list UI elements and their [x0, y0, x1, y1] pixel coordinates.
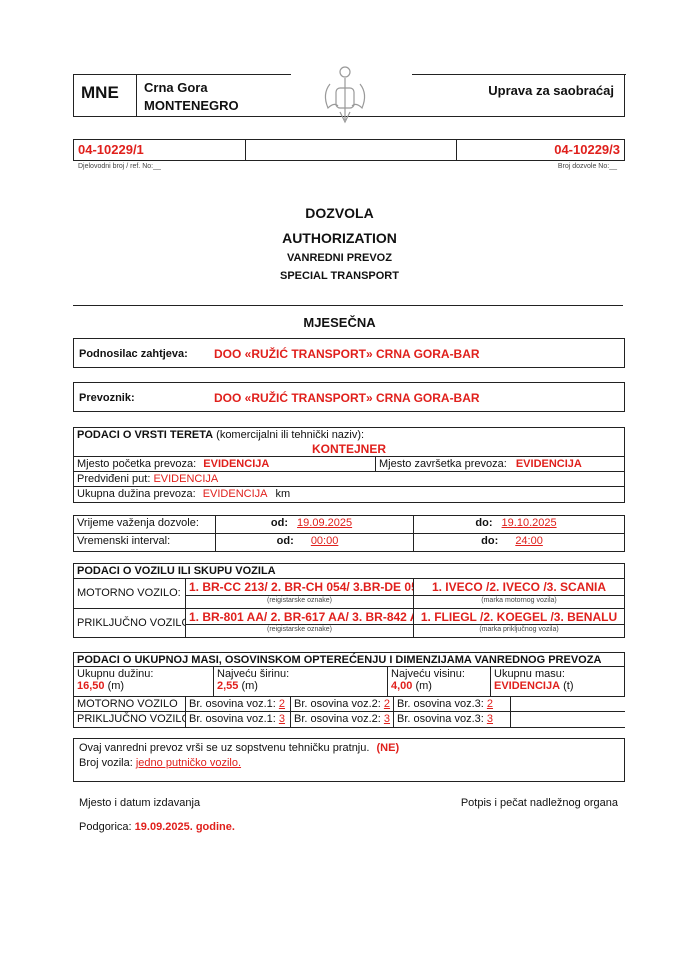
country-en: MONTENEGRO [144, 98, 239, 113]
carrier-label: Prevoznik: [79, 392, 135, 404]
total-mass-value: EVIDENCIJA [494, 680, 561, 692]
vehicle-count-value: jedno putničko vozilo. [135, 757, 242, 769]
country-code: MNE [81, 83, 119, 102]
time-to: 24:00 [515, 535, 543, 547]
axle-label: Br. osovina voz.3: [397, 713, 484, 725]
unit: (t) [563, 680, 574, 692]
time-from-label: od: [276, 535, 294, 547]
title-special: SPECIAL TRANSPORT [280, 270, 399, 282]
trailer-brands: 1. FLIEGL /2. KOEGEL /3. BENALU [414, 609, 625, 625]
divider [73, 305, 623, 306]
cargo-name: KONTEJNER [311, 442, 386, 456]
title-authorization: AUTHORIZATION [282, 230, 397, 246]
carrier-box: Prevoznik: DOO «RUŽIĆ TRANSPORT» CRNA GO… [73, 382, 625, 412]
total-length-label: Ukupnu dužinu: [77, 668, 154, 680]
start-label: Mjesto početka prevoza: [77, 458, 197, 470]
vehicle-count-label: Broj vozila: [79, 757, 133, 769]
header-box: MNE Crna Gora MONTENEGRO Uprava za saobr… [73, 74, 626, 117]
motor-axles-1: 2 [278, 698, 286, 710]
escort-box: Ovaj vanredni prevoz vrši se uz sopstven… [73, 738, 625, 782]
authority-name: Uprava za saobraćaj [488, 83, 614, 98]
cargo-heading: PODACI O VRSTI TERETA [77, 429, 214, 441]
axle-label: Br. osovina voz.1: [189, 698, 276, 710]
route-label: Predviđeni put: [77, 473, 151, 485]
valid-to: 19.10.2025 [501, 517, 557, 529]
issue-place-label: Mjesto i datum izdavanja [79, 797, 201, 809]
axle-label: Br. osovina voz.1: [189, 713, 276, 725]
valid-label: Vrijeme važenja dozvole: [74, 516, 216, 534]
trailer-plates: 1. BR-801 AA/ 2. BR-617 AA/ 3. BR-842 AA [186, 609, 414, 625]
trailer-axles-1: 3 [278, 713, 286, 725]
vehicle-box: PODACI O VOZILU ILI SKUPU VOZILA MOTORNO… [73, 563, 625, 638]
escort-text: Ovaj vanredni prevoz vrši se uz sopstven… [79, 742, 370, 754]
max-width-value: 2,55 [217, 680, 239, 692]
carrier-value: DOO «RUŽIĆ TRANSPORT» CRNA GORA-BAR [214, 391, 480, 405]
title-dozvola: DOZVOLA [305, 205, 374, 221]
max-width-label: Najveću širinu: [217, 668, 290, 680]
motor-plates: 1. BR-CC 213/ 2. BR-CH 054/ 3.BR-DE 055 [186, 579, 414, 596]
unit: (m) [241, 680, 258, 692]
unit: (m) [107, 680, 125, 692]
start-value: EVIDENCIJA [203, 458, 270, 470]
length-label: Ukupna dužina prevoza: [77, 488, 196, 500]
route-value: EVIDENCIJA [153, 473, 219, 485]
applicant-label: Podnosilac zahtjeva: [79, 348, 188, 360]
axle-label: Br. osovina voz.3: [397, 698, 484, 710]
motor-label: MOTORNO VOZILO: [74, 579, 186, 609]
trailer-axles-2: 3 [383, 713, 391, 725]
end-label: Mjesto završetka prevoza: [379, 458, 507, 470]
max-height-value: 4,00 [391, 680, 413, 692]
trailer-brand-caption: (marka priključnog vozila) [414, 625, 625, 638]
mass-trailer-label: PRIKLJUČNO VOZILO [74, 712, 186, 728]
issue-date: 19.09.2025. godine. [134, 821, 235, 833]
trailer-axles-3: 3 [486, 713, 494, 725]
total-mass-label: Ukupnu masu: [494, 668, 565, 680]
case-number: 04-10229/1 [78, 142, 144, 157]
motor-axles-2: 2 [383, 698, 391, 710]
motor-brands: 1. IVECO /2. IVECO /3. SCANIA [414, 579, 625, 596]
trailer-label: PRIKLJUČNO VOZILO: [74, 609, 186, 638]
unit: (m) [415, 680, 432, 692]
total-length-value: 16,50 [77, 680, 105, 692]
cargo-box: PODACI O VRSTI TERETA (komercijalni ili … [73, 427, 625, 503]
length-value: EVIDENCIJA [202, 488, 268, 500]
mass-heading: PODACI O UKUPNOJ MASI, OSOVINSKOM OPTERE… [74, 653, 625, 667]
issue-place: Podgorica: [79, 821, 132, 833]
max-height-label: Najveću visinu: [391, 668, 465, 680]
motor-brand-caption: (marka motornog vozila) [414, 596, 625, 609]
trailer-plates-caption: (reigistarske oznake) [186, 625, 414, 638]
reference-box: 04-10229/1 04-10229/3 [73, 139, 625, 161]
case-number-label: Djelovodni broj / ref. No:__ [78, 163, 161, 170]
axle-label: Br. osovina voz.2: [294, 698, 381, 710]
applicant-box: Podnosilac zahtjeva: DOO «RUŽIĆ TRANSPOR… [73, 338, 625, 368]
title-vanredni: VANREDNI PREVOZ [287, 252, 392, 264]
motor-axles-3: 2 [486, 698, 494, 710]
escort-value: (NE) [376, 742, 400, 754]
applicant-value: DOO «RUŽIĆ TRANSPORT» CRNA GORA-BAR [214, 347, 480, 361]
time-to-label: do: [481, 535, 499, 547]
valid-from: 19.09.2025 [297, 517, 353, 529]
end-value: EVIDENCIJA [515, 458, 582, 470]
signature-label: Potpis i pečat nadležnog organa [460, 797, 618, 809]
mass-box: PODACI O UKUPNOJ MASI, OSOVINSKOM OPTERE… [73, 652, 625, 728]
length-unit: km [275, 488, 291, 500]
validity-box: Vrijeme važenja dozvole: od: 19.09.2025 … [73, 515, 625, 552]
cargo-heading-note: (komercijalni ili tehnički naziv): [216, 429, 365, 441]
permit-number: 04-10229/3 [554, 142, 620, 157]
mass-motor-label: MOTORNO VOZILO [74, 697, 186, 712]
interval-label: Vremenski interval: [74, 534, 216, 552]
period-title: MJESEČNA [303, 315, 376, 330]
valid-from-label: od: [270, 517, 288, 529]
motor-plates-caption: (reigistarske oznake) [186, 596, 414, 609]
coat-of-arms-icon [320, 64, 370, 128]
permit-number-label: Broj dozvole No:__ [557, 163, 617, 170]
valid-to-label: do: [475, 517, 493, 529]
vehicle-heading: PODACI O VOZILU ILI SKUPU VOZILA [74, 564, 625, 579]
axle-label: Br. osovina voz.2: [294, 713, 381, 725]
time-from: 00:00 [310, 535, 339, 547]
country-local: Crna Gora [144, 80, 208, 95]
